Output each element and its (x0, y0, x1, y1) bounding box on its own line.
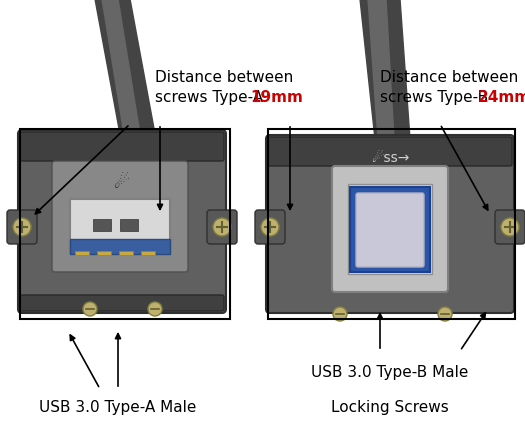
Circle shape (213, 219, 231, 237)
Circle shape (438, 307, 452, 321)
Bar (350, 187, 430, 272)
Text: 24mm: 24mm (478, 90, 525, 105)
FancyBboxPatch shape (255, 211, 285, 244)
Bar (70, 240, 170, 254)
Text: ☄: ☄ (114, 173, 130, 191)
Text: USB 3.0 Type-A Male: USB 3.0 Type-A Male (39, 399, 197, 414)
Polygon shape (95, 0, 155, 135)
Text: 19mm: 19mm (250, 90, 303, 105)
FancyBboxPatch shape (20, 295, 224, 311)
Text: screws Type-B: screws Type-B (380, 90, 493, 105)
Bar (141, 251, 155, 255)
Bar (348, 184, 432, 274)
Text: Locking Screws: Locking Screws (331, 399, 449, 414)
Text: screws Type-A: screws Type-A (155, 90, 268, 105)
Text: Distance between: Distance between (380, 70, 518, 85)
FancyBboxPatch shape (356, 194, 424, 267)
Circle shape (261, 219, 279, 237)
FancyBboxPatch shape (332, 166, 448, 292)
Bar (97, 251, 111, 255)
Polygon shape (102, 0, 140, 135)
Bar (93, 219, 111, 231)
Polygon shape (360, 0, 410, 140)
Circle shape (83, 302, 97, 316)
Bar (75, 251, 89, 255)
FancyBboxPatch shape (266, 136, 514, 313)
Text: Distance between: Distance between (155, 70, 293, 85)
Circle shape (13, 219, 31, 237)
FancyBboxPatch shape (268, 138, 512, 166)
Polygon shape (368, 0, 394, 140)
Bar (268, 130, 515, 319)
Bar (20, 130, 230, 319)
Circle shape (148, 302, 162, 316)
Bar (120, 219, 138, 231)
FancyBboxPatch shape (20, 133, 224, 162)
Circle shape (501, 219, 519, 237)
FancyBboxPatch shape (7, 211, 37, 244)
Bar (70, 200, 170, 254)
FancyBboxPatch shape (52, 162, 188, 272)
Text: USB 3.0 Type-B Male: USB 3.0 Type-B Male (311, 364, 469, 379)
FancyBboxPatch shape (207, 211, 237, 244)
Circle shape (333, 307, 347, 321)
FancyBboxPatch shape (495, 211, 525, 244)
Bar (119, 251, 133, 255)
Text: ☄ss→: ☄ss→ (371, 151, 409, 165)
FancyBboxPatch shape (18, 131, 226, 313)
